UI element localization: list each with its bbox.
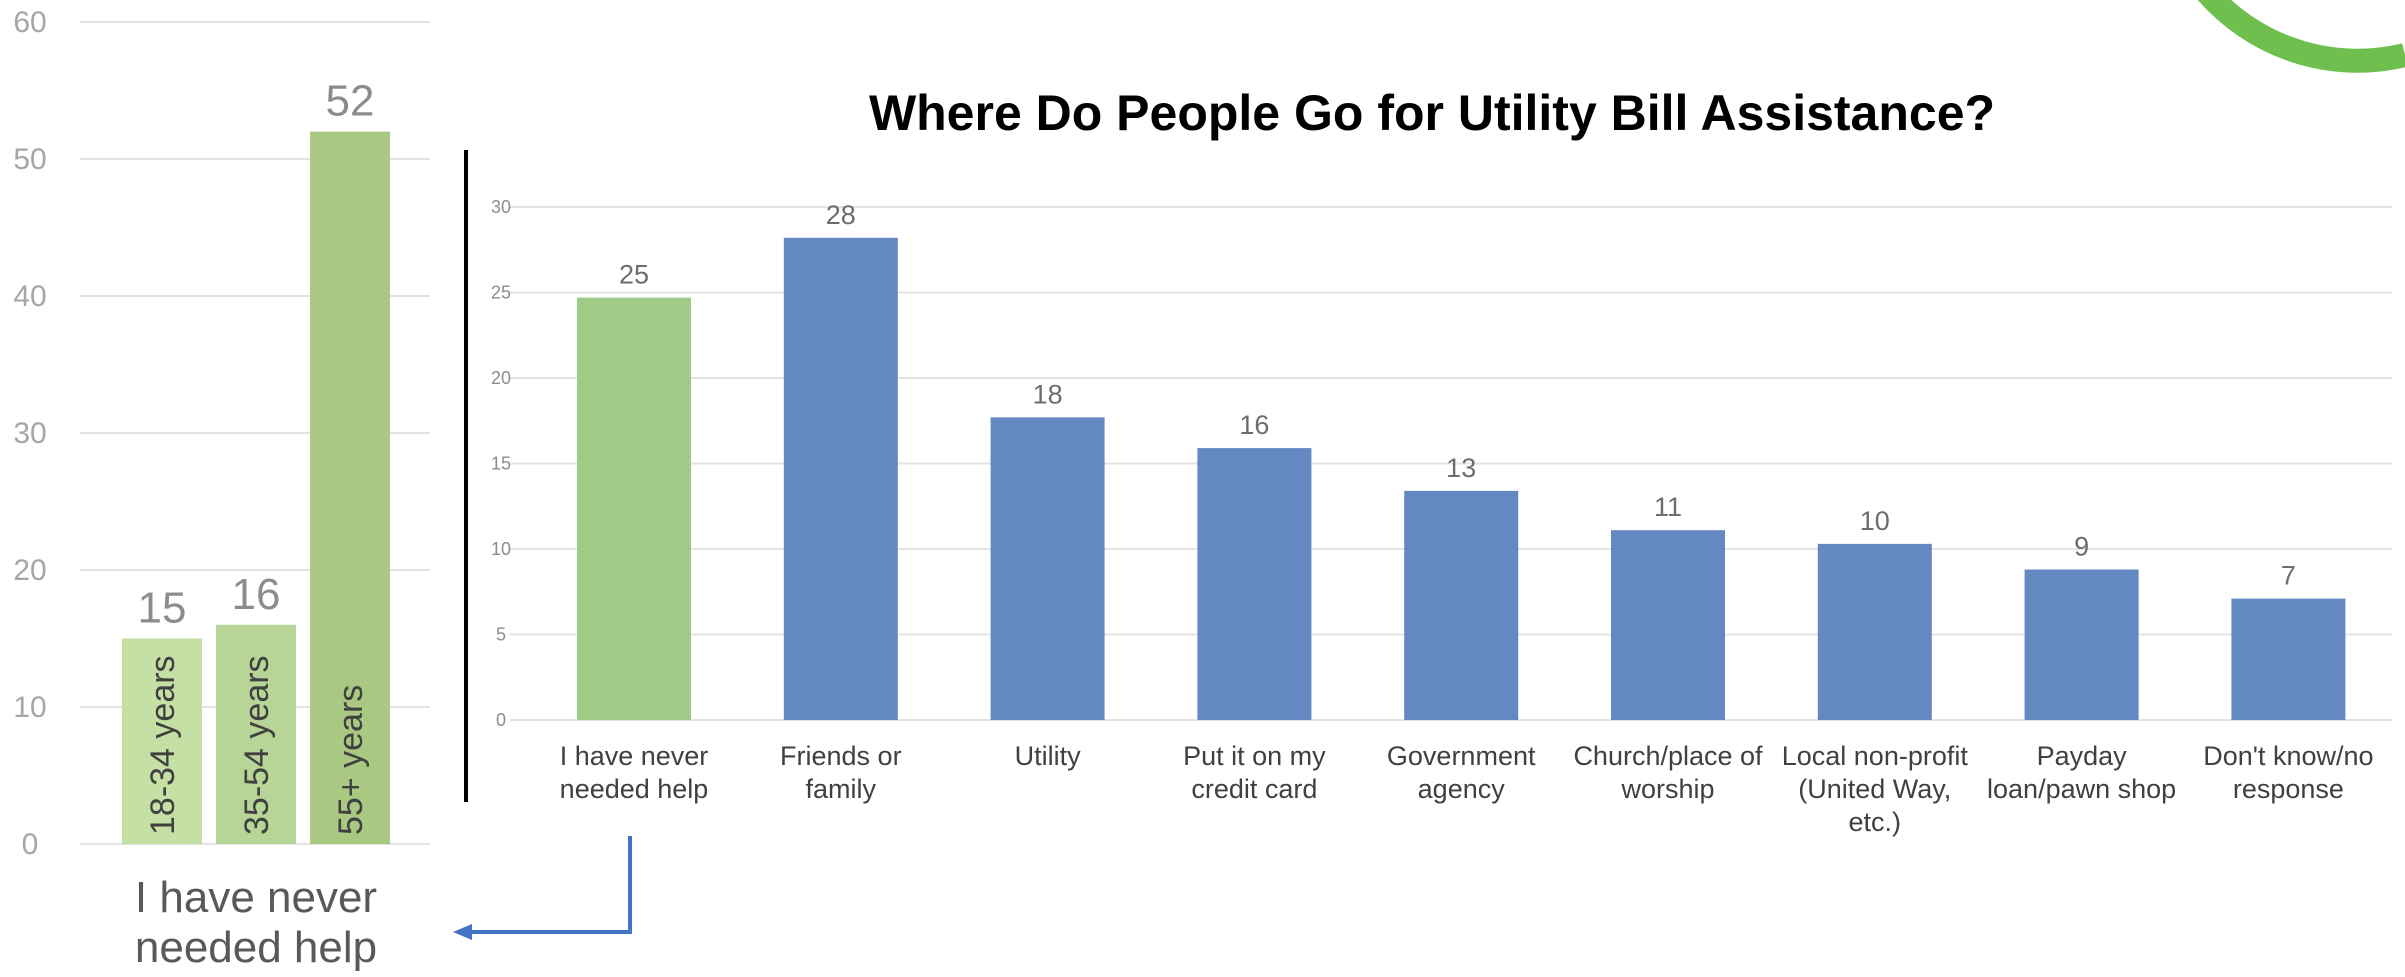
main-y-axis-ticks: 0 5 10 15 20 25 30: [491, 197, 511, 730]
main-bar: [1817, 543, 1932, 720]
left-bar-category-label: 55+ years: [332, 685, 370, 835]
left-data-label: 52: [326, 77, 375, 126]
left-bar-category-label: 18-34 years: [144, 655, 182, 835]
left-bar: [122, 638, 202, 844]
main-data-label: 28: [826, 200, 856, 230]
left-y-tick-label: 30: [13, 417, 46, 450]
left-data-label: 16: [232, 570, 281, 619]
main-y-tick-label: 25: [491, 283, 511, 303]
main-bar: [2231, 598, 2346, 720]
left-y-tick-label: 10: [13, 691, 46, 724]
left-bars: [122, 131, 390, 845]
left-bar: [310, 131, 390, 845]
main-bar: [1404, 490, 1519, 720]
corner-arc-decoration: [2197, 0, 2405, 73]
main-category-label: Government agency: [1387, 741, 1536, 804]
main-category-label: Don't know/no response: [2203, 741, 2373, 804]
main-bar: [577, 297, 691, 720]
left-y-tick-label: 60: [13, 6, 46, 39]
left-bar-category-label: 35-54 years: [238, 655, 276, 835]
connector-arrow: [470, 836, 632, 934]
main-data-label: 7: [2281, 561, 2296, 591]
main-category-label: Utility: [1015, 741, 1081, 771]
left-y-tick-label: 40: [13, 280, 46, 313]
main-data-label: 16: [1239, 410, 1269, 440]
left-y-tick-label: 50: [13, 143, 46, 176]
left-category-label: I have never needed help: [135, 873, 377, 972]
left-bar: [216, 624, 296, 844]
main-category-labels: I have never needed help Friends or family U…: [560, 741, 2374, 837]
left-y-tick-label: 0: [22, 828, 39, 861]
connector-arrowhead: [453, 924, 472, 940]
main-y-tick-label: 20: [491, 368, 511, 388]
main-category-label: Church/place of worship: [1573, 741, 1763, 804]
main-data-label: 25: [619, 260, 649, 290]
left-bar-category-labels: 18-34 years 35-54 years 55+ years: [144, 655, 370, 835]
main-y-tick-label: 30: [491, 197, 511, 217]
main-data-label: 13: [1446, 453, 1476, 483]
main-bars: [577, 237, 2346, 720]
main-bar: [990, 417, 1105, 720]
left-data-label: 15: [138, 584, 187, 633]
main-data-label: 9: [2074, 532, 2089, 562]
main-y-tick-label: 0: [496, 710, 506, 730]
left-data-labels: 15 16 52: [138, 77, 375, 633]
main-y-tick-label: 5: [496, 625, 506, 645]
main-y-tick-label: 10: [491, 539, 511, 559]
main-bar: [783, 237, 898, 720]
main-data-labels: 25 28 18 16 13 11 10 9 7: [619, 200, 2296, 591]
main-bar: [1611, 530, 1725, 720]
main-category-label: I have never needed help: [560, 741, 709, 804]
chart-title: Where Do People Go for Utility Bill Assi…: [869, 85, 1995, 141]
main-data-label: 18: [1033, 379, 1063, 409]
main-bar: [1197, 448, 1312, 720]
assistance-sources-chart: 0 5 10 15 20 25 30 25 28 18 16 13 11 10 9 7 I have nev…: [491, 197, 2392, 837]
main-y-tick-label: 15: [491, 454, 511, 474]
main-bar: [2024, 569, 2139, 720]
main-category-label: Put it on my credit card: [1183, 741, 1326, 804]
main-category-label: Local non-profit (United Way, etc.): [1782, 741, 1969, 837]
main-data-label: 11: [1654, 492, 1682, 522]
main-category-label: Friends or family: [780, 741, 902, 804]
age-breakdown-chart: 0 10 20 30 40 50 60 15 16 52 18-34 years 35-54 ye…: [13, 6, 430, 972]
main-category-label: Payday loan/pawn shop: [1987, 741, 2176, 804]
left-y-tick-label: 20: [13, 554, 46, 587]
left-y-axis-ticks: 0 10 20 30 40 50 60: [13, 6, 46, 861]
main-data-label: 10: [1860, 506, 1890, 536]
